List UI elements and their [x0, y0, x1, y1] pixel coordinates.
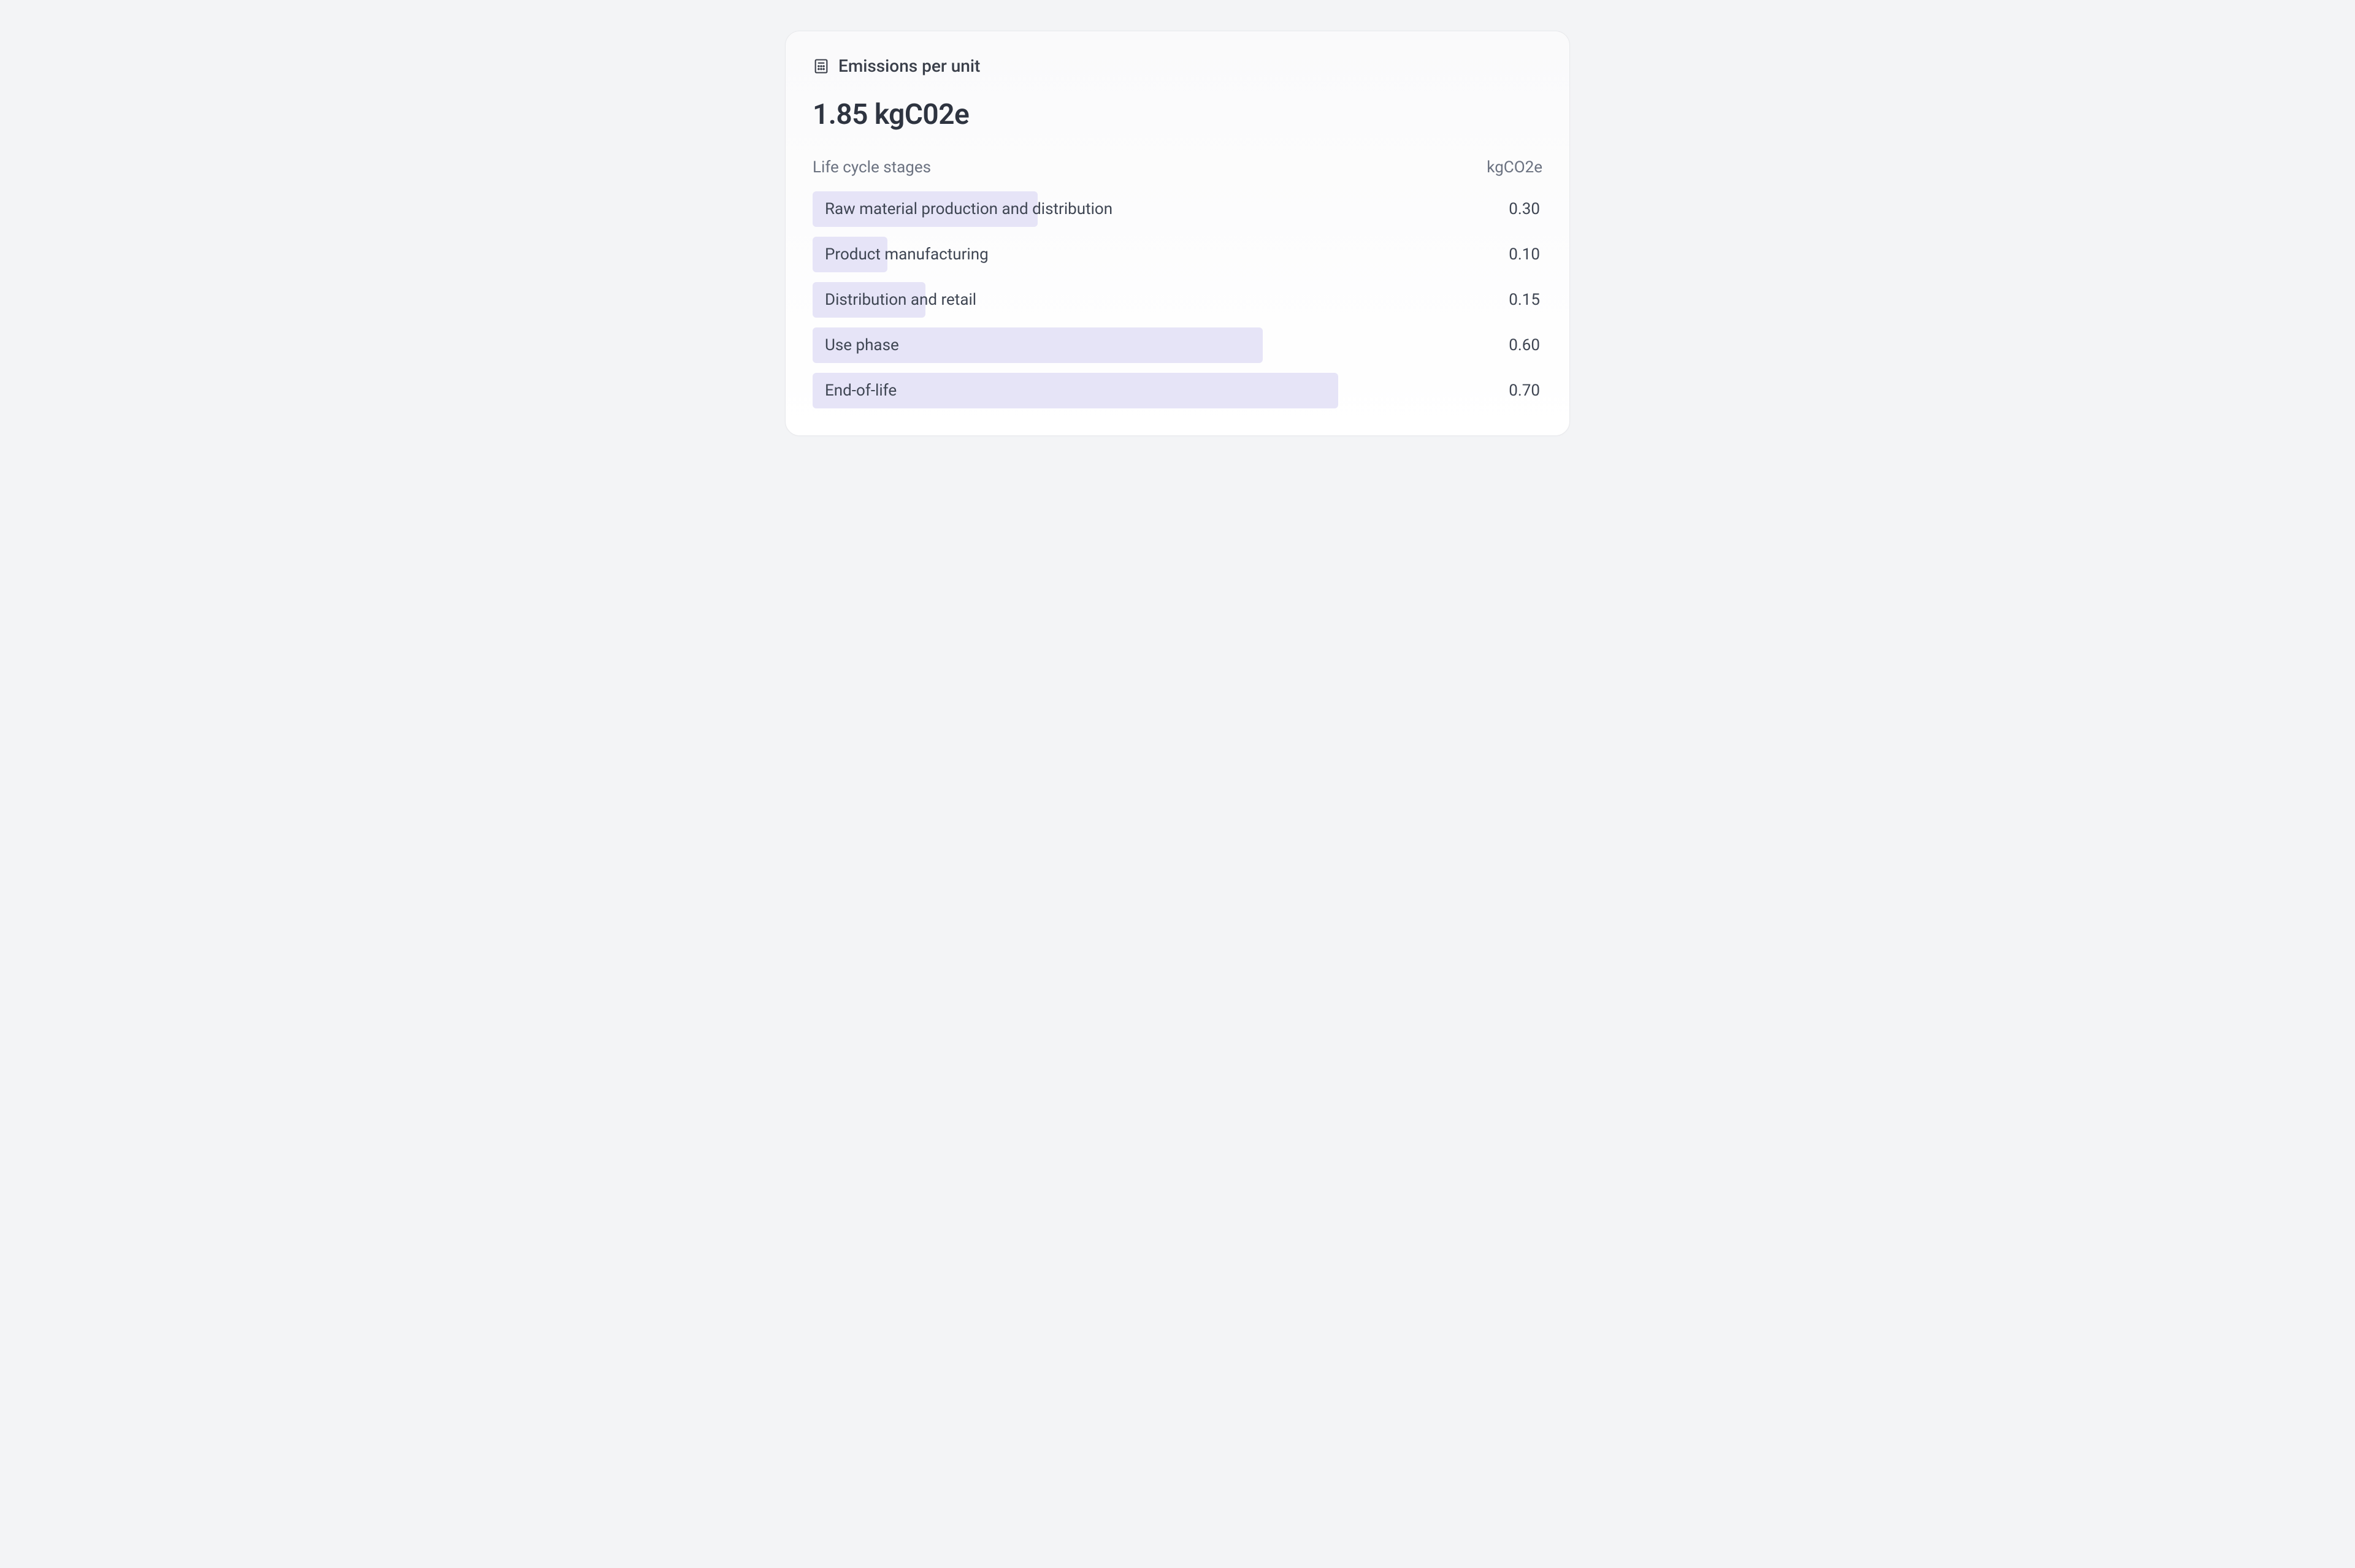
emissions-card: Emissions per unit 1.85 kgC02e Life cycl… — [785, 31, 1570, 436]
lifecycle-row-label: Raw material production and distribution — [813, 200, 1112, 218]
lifecycle-row-label: Product manufacturing — [813, 245, 989, 264]
card-title: Emissions per unit — [838, 56, 980, 76]
lifecycle-row: End-of-life 0.70 — [813, 373, 1542, 408]
lifecycle-row: Product manufacturing 0.10 — [813, 237, 1542, 272]
lifecycle-row-value: 0.60 — [1509, 336, 1542, 354]
card-header: Emissions per unit — [813, 56, 1542, 76]
lifecycle-row-value: 0.15 — [1509, 291, 1542, 309]
lifecycle-rows: Raw material production and distribution… — [813, 191, 1542, 408]
column-label-stages: Life cycle stages — [813, 158, 931, 177]
lifecycle-row-label: Distribution and retail — [813, 291, 976, 309]
lifecycle-row-label: Use phase — [813, 336, 899, 354]
calculator-icon — [813, 58, 830, 75]
lifecycle-row: Distribution and retail 0.15 — [813, 282, 1542, 318]
column-label-unit: kgCO2e — [1487, 158, 1542, 177]
lifecycle-row: Raw material production and distribution… — [813, 191, 1542, 227]
lifecycle-row-value: 0.10 — [1509, 245, 1542, 264]
lifecycle-row: Use phase 0.60 — [813, 327, 1542, 363]
lifecycle-row-label: End-of-life — [813, 381, 897, 400]
table-header: Life cycle stages kgCO2e — [813, 158, 1542, 177]
lifecycle-row-value: 0.30 — [1509, 200, 1542, 218]
total-emissions-value: 1.85 kgC02e — [813, 98, 1542, 131]
lifecycle-row-value: 0.70 — [1509, 381, 1542, 400]
